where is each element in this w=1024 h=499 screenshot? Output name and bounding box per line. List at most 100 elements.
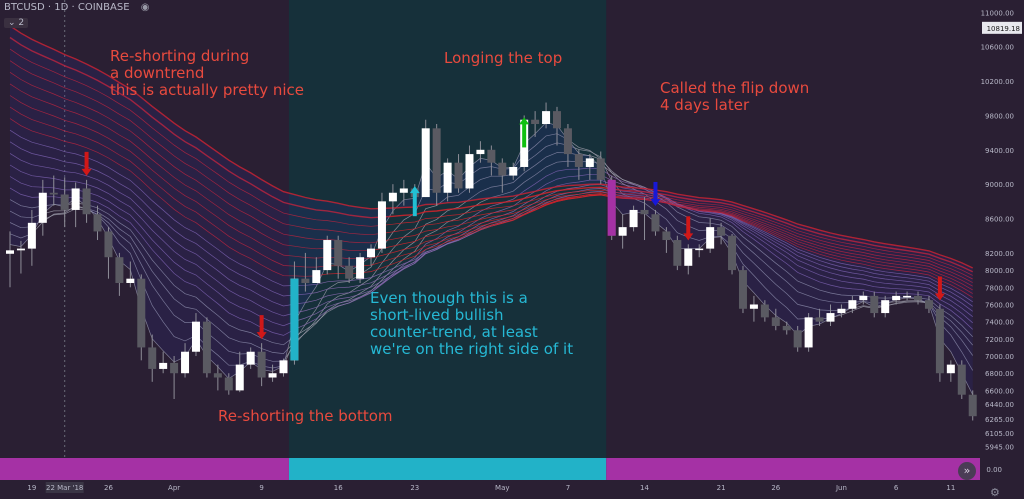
candle-body	[312, 270, 321, 283]
candle-body	[104, 231, 113, 258]
candle-body	[542, 111, 551, 125]
candle	[115, 252, 124, 296]
candle-body	[957, 364, 966, 395]
annotation-counter-trend: Even though this is a short-lived bullis…	[370, 289, 574, 358]
candle-body	[487, 149, 496, 163]
candle-body	[377, 201, 386, 249]
ribbon-line	[9, 36, 973, 273]
price-tick-label: 8000.00	[985, 267, 1014, 275]
candle-body	[345, 265, 354, 279]
price-tick-label: 6600.00	[985, 387, 1014, 395]
candle	[793, 325, 802, 352]
candle	[399, 179, 408, 206]
candle	[301, 252, 310, 292]
price-tick-label: 11000.00	[981, 9, 1014, 17]
candle	[760, 300, 769, 322]
time-tick-label: 16	[334, 484, 343, 492]
candle	[914, 291, 923, 305]
candle	[531, 111, 540, 137]
arrow-shaft	[686, 216, 691, 235]
candle-body	[356, 257, 365, 279]
candle	[235, 351, 244, 393]
candle	[279, 358, 288, 377]
candle	[585, 154, 594, 180]
candle-body	[170, 362, 179, 374]
candle-body	[629, 209, 638, 228]
collapse-button[interactable]: ⌄ 2	[4, 18, 29, 28]
price-tick-label: 8200.00	[985, 250, 1014, 258]
ribbon-line	[9, 72, 973, 283]
candle	[202, 317, 211, 378]
candle	[268, 364, 277, 382]
candle-body	[367, 248, 376, 258]
indicator-tick-label: 0.00	[986, 466, 1002, 474]
candle	[257, 343, 266, 387]
candle-body	[509, 166, 518, 176]
arrow-head	[81, 168, 92, 176]
candle-body	[749, 304, 758, 309]
candle-body	[137, 278, 146, 348]
candle	[826, 304, 835, 326]
candle	[246, 347, 255, 369]
candle	[71, 182, 80, 228]
arrow-shaft	[84, 151, 89, 170]
arrow-shaft	[937, 276, 942, 295]
candle-body	[60, 194, 69, 210]
candle	[542, 102, 551, 129]
candle-body	[159, 362, 168, 369]
candle	[706, 218, 715, 253]
time-tick-label: 19	[27, 484, 36, 492]
candle-body	[498, 162, 507, 176]
annotation-longing-top: Longing the top	[444, 49, 563, 67]
candle-body	[432, 128, 441, 193]
candle	[815, 308, 824, 326]
candle-body	[421, 128, 430, 198]
candle-body	[935, 308, 944, 374]
annotation-reshort-downtrend: Re-shorting during a downtrend this is a…	[110, 47, 305, 99]
ribbon-fill	[10, 25, 973, 395]
scroll-to-realtime-button[interactable]: »	[958, 462, 976, 480]
candle-body	[738, 270, 747, 309]
arrow-head	[409, 186, 420, 194]
time-tick-label: Jun	[835, 484, 847, 492]
candle-body	[454, 162, 463, 189]
candle	[881, 295, 890, 318]
regime-segment	[606, 458, 980, 480]
price-tick-label: 10200.00	[981, 78, 1014, 86]
candle	[509, 162, 518, 180]
regime-bar	[0, 458, 980, 480]
candle	[848, 295, 857, 314]
signal-arrow	[409, 186, 420, 217]
candle-body	[892, 295, 901, 301]
candle	[738, 265, 747, 314]
candle	[191, 313, 200, 357]
candle	[749, 295, 758, 322]
candle-body	[596, 158, 605, 180]
candle	[957, 360, 966, 400]
candle	[695, 244, 704, 258]
candle-body	[706, 227, 715, 249]
candle-body	[695, 248, 704, 251]
candle	[782, 321, 791, 335]
candles	[6, 102, 977, 421]
price-tick-label: 5945.00	[985, 444, 1014, 452]
candle-body	[257, 351, 266, 378]
candle	[345, 257, 354, 283]
candle-body	[651, 214, 660, 232]
annotation-called-flip: Called the flip down 4 days later	[660, 79, 810, 114]
regime-flip-candle	[607, 179, 616, 236]
candle	[771, 308, 780, 331]
eye-icon[interactable]: ◉	[140, 2, 150, 13]
price-tick-label: 9400.00	[985, 147, 1014, 155]
signal-arrow	[934, 276, 945, 301]
ribbon-line	[9, 95, 973, 291]
candle	[804, 313, 813, 352]
current-price-tag	[982, 21, 1022, 34]
arrow-shaft	[412, 192, 417, 217]
candle-body	[38, 192, 47, 223]
symbol-header[interactable]: BTCUSD · 1D · COINBASE ◉	[4, 2, 149, 13]
gear-icon[interactable]: ⚙	[990, 486, 1000, 499]
price-tick-label: 6440.00	[985, 401, 1014, 409]
